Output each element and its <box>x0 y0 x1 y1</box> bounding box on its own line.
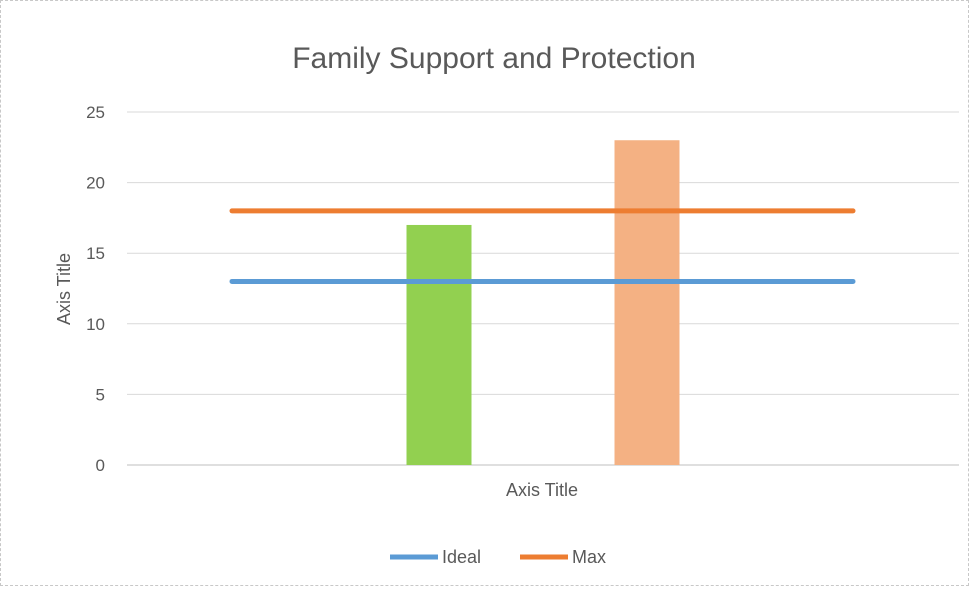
legend-item-ideal: Ideal <box>390 547 481 567</box>
y-tick-label: 10 <box>86 315 105 334</box>
y-axis-title: Axis Title <box>54 253 74 325</box>
legend: Ideal Max <box>390 547 606 567</box>
y-tick-label: 0 <box>96 456 105 475</box>
y-tick-label: 5 <box>96 385 105 404</box>
reference-lines <box>229 208 856 284</box>
x-axis-title: Axis Title <box>506 480 578 500</box>
gridlines <box>127 111 959 466</box>
y-tick-label: 15 <box>86 244 105 263</box>
bar <box>614 140 680 466</box>
bars <box>406 140 680 466</box>
legend-label: Ideal <box>442 547 481 567</box>
legend-item-max: Max <box>520 547 606 567</box>
chart-title: Family Support and Protection <box>292 42 696 75</box>
y-axis-ticks: 0 5 10 15 20 25 <box>86 103 105 475</box>
y-tick-label: 25 <box>86 103 105 122</box>
y-tick-label: 20 <box>86 174 105 193</box>
bar <box>406 224 472 465</box>
legend-label: Max <box>572 547 606 567</box>
